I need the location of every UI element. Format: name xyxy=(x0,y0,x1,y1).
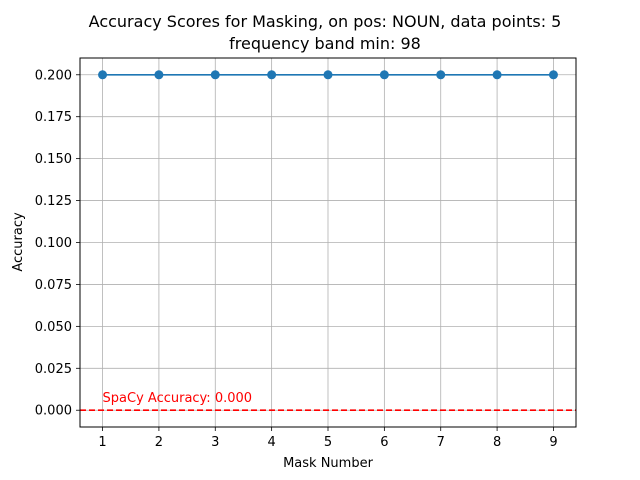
x-tick-label: 4 xyxy=(267,435,275,450)
x-tick-label: 3 xyxy=(211,435,219,450)
y-tick-label: 0.075 xyxy=(35,278,72,293)
y-axis-ticks: 0.000 0.025 0.050 0.075 0.100 0.125 0.150 0.175… xyxy=(35,68,80,419)
data-point-marker xyxy=(98,70,108,80)
y-tick-label: 0.175 xyxy=(35,110,72,125)
data-point-marker xyxy=(379,70,389,80)
x-axis-label: Mask Number xyxy=(283,456,373,471)
y-tick-label: 0.000 xyxy=(35,404,72,419)
x-tick-label: 2 xyxy=(155,435,163,450)
y-tick-label: 0.050 xyxy=(35,320,72,335)
chart-title-line-1: Accuracy Scores for Masking, on pos: NOU… xyxy=(89,12,562,31)
x-axis-ticks: 1 2 3 4 5 6 7 8 9 xyxy=(98,427,558,450)
spacy-accuracy-annotation: SpaCy Accuracy: 0.000 xyxy=(103,391,253,406)
data-point-marker xyxy=(492,70,502,80)
y-tick-label: 0.025 xyxy=(35,362,72,377)
data-point-marker xyxy=(267,70,277,80)
data-point-marker xyxy=(154,70,164,80)
y-axis-label: Accuracy xyxy=(11,212,26,272)
x-tick-label: 9 xyxy=(549,435,557,450)
x-tick-label: 6 xyxy=(380,435,388,450)
annotation-group: SpaCy Accuracy: 0.000 xyxy=(103,391,253,406)
data-point-marker xyxy=(323,70,333,80)
y-tick-label: 0.100 xyxy=(35,236,72,251)
x-tick-label: 8 xyxy=(493,435,501,450)
y-tick-label: 0.200 xyxy=(35,68,72,83)
x-tick-label: 1 xyxy=(98,435,106,450)
y-tick-label: 0.150 xyxy=(35,152,72,167)
data-point-marker xyxy=(436,70,446,80)
x-tick-label: 5 xyxy=(324,435,332,450)
y-tick-label: 0.125 xyxy=(35,194,72,209)
chart-title-line-2: frequency band min: 98 xyxy=(229,34,421,53)
x-tick-label: 7 xyxy=(437,435,445,450)
data-point-marker xyxy=(210,70,220,80)
data-point-marker xyxy=(548,70,558,80)
series-group xyxy=(98,70,558,80)
